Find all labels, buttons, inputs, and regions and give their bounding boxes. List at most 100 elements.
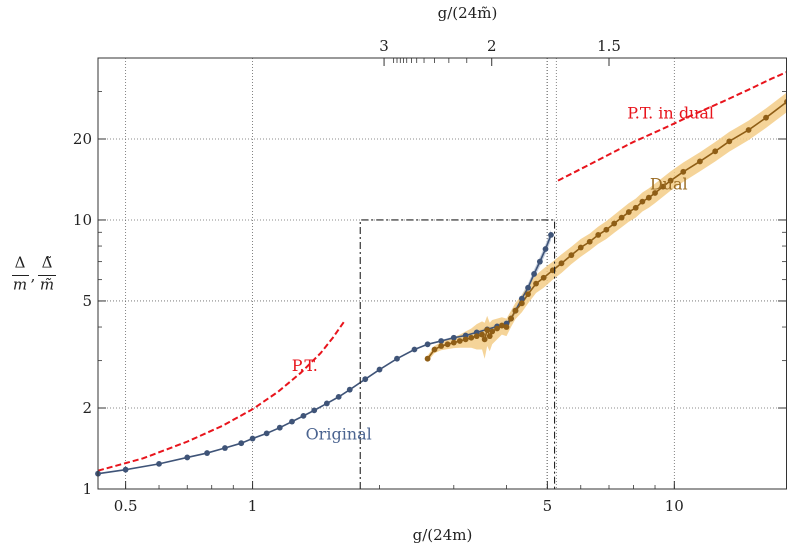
dual-point [745,127,752,133]
original-point [122,466,129,473]
x-axis-label: g/(24m) [413,526,473,544]
dual-point [667,177,674,184]
dual-point [525,291,531,298]
dual-point [540,274,547,281]
dual-point [486,333,493,340]
original-point [536,258,543,265]
dual-point [697,158,703,165]
original-point [238,440,245,447]
dual-point [481,336,488,343]
y-label-numerator: Δ [15,254,26,272]
zoom-box-outline [359,219,556,489]
original-point [222,445,228,451]
dual-point [508,315,514,322]
original-point [424,341,431,348]
dual-point [568,252,575,259]
annotation-p-t: P.T. [292,356,318,375]
y-label-dual-numerator: Δ̃ [42,254,53,272]
annotations: P.T. P.T. in dual Original Dual [292,104,714,444]
annotation-original: Original [306,424,372,443]
annotation-p-t-in-dual: P.T. in dual [627,104,714,123]
original-point [263,430,270,437]
original-point [531,271,537,277]
p-t-line [97,320,346,472]
original-point [300,412,307,419]
dual-point [611,220,618,227]
original-point [450,334,457,341]
dual-point [577,244,584,251]
original-point [249,435,256,442]
x-tick-label: 0.5 [114,497,138,515]
dual-point [438,343,445,349]
dual-point [494,325,501,332]
original-point [525,284,531,291]
x-tick-label: 10 [665,497,684,515]
y-axis-label: Δ m , Δ̃ m̃ [12,254,56,294]
dual-point [726,138,733,145]
dual-point [473,333,480,340]
zoom-box [359,219,556,489]
dual-point [603,226,610,233]
dual-point [645,194,652,201]
original-point [438,338,445,344]
dual-point [424,355,431,362]
y-tick-label: 1 [82,480,92,498]
dual-point [680,168,687,175]
y-label-separator: , [31,267,36,285]
dual-point [484,327,491,333]
tick-labels: 0.5 1 5 10 1 2 5 10 20 3 2 1.5 [73,37,684,515]
dual-point [518,300,525,307]
dual-point [595,232,602,238]
dual-point [489,328,496,335]
series-points [95,98,787,477]
dual-point [512,307,519,314]
y-tick-label: 10 [73,211,92,229]
original-point [542,246,549,252]
y-tick-label: 5 [82,292,92,310]
original-point [156,460,162,467]
top-tick-label: 1.5 [597,37,621,55]
y-tick-label: 2 [82,399,92,417]
dual-point [450,339,457,346]
dual-point [632,204,639,211]
dual-point [503,324,510,330]
original-point [411,346,418,353]
original-point [394,355,400,362]
dual-point [712,148,719,155]
original-point [323,400,330,407]
dual-point [533,280,539,287]
dual-point [462,336,469,343]
x-tick-label: 1 [248,497,258,515]
y-tick-label: 20 [73,130,92,148]
dual-point [763,114,769,121]
top-axis-label: g/(24m̃) [438,4,498,22]
y-label-dual-denominator: m̃ [40,276,54,294]
dual-point [618,214,625,221]
dual-point [468,334,475,341]
dual-point [660,183,666,190]
original-point [376,366,383,373]
p-t-in-dual-line [557,71,787,182]
dual-point [558,260,565,267]
y-label-denominator: m [13,276,27,294]
top-tick-label: 2 [487,37,497,55]
original-point [346,386,353,393]
dual-point [456,338,463,344]
annotation-dual: Dual [650,174,688,193]
axis-ticks [98,58,786,490]
dual-point [498,322,505,329]
dual-point [639,198,646,205]
dual-point [586,238,593,245]
original-point [289,418,295,425]
dual-point [652,190,658,196]
dual-point [444,341,451,348]
original-point [335,393,342,400]
original-point [204,450,210,456]
original-point [276,424,283,431]
dual-point [479,331,485,338]
error-bands [98,92,787,474]
original-point [548,232,554,238]
dual-point [625,209,632,215]
original-point [311,407,318,414]
